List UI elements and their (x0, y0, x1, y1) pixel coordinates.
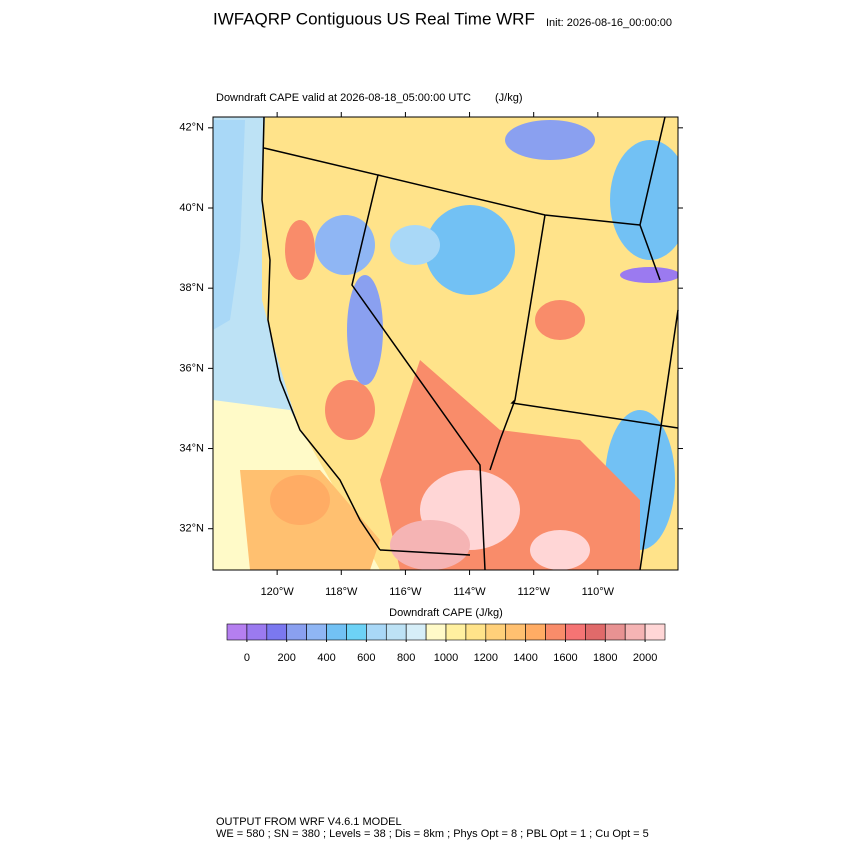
colorbar-tick-label: 1800 (593, 652, 617, 664)
x-tick-label: 120°W (261, 586, 295, 598)
colorbar-box (545, 623, 566, 641)
title: IWFAQRP Contiguous US Real Time WRF (213, 9, 535, 28)
x-tick-label: 118°W (325, 586, 358, 598)
y-tick-label: 40°N (179, 202, 204, 214)
colorbar-box (465, 623, 487, 641)
colorbar-title: Downdraft CAPE (J/kg) (389, 607, 503, 619)
colorbar-tick-label: 600 (357, 652, 375, 664)
colorbar-tick-label: 400 (317, 652, 335, 664)
colorbar-tick-label: 1200 (474, 652, 498, 664)
y-tick-label: 38°N (179, 282, 204, 294)
colorbar-box (525, 623, 546, 641)
state-borders (261, 116, 679, 571)
x-tick-label: 112°W (518, 586, 551, 598)
colorbar-box (366, 623, 387, 641)
colorbar-box (385, 623, 407, 641)
colorbar-box (226, 623, 248, 641)
y-tick-label: 32°N (179, 523, 204, 535)
x-tick-label: 114°W (453, 586, 486, 598)
colorbar-box (565, 623, 586, 641)
colorbar-box (405, 623, 427, 641)
subtitle: Downdraft CAPE valid at 2026-08-18_05:00… (216, 92, 471, 104)
x-tick-label: 116°W (389, 586, 422, 598)
colorbar-box (485, 623, 507, 641)
colorbar-box (286, 623, 307, 641)
units: (J/kg) (495, 92, 523, 104)
footer-line: WE = 580 ; SN = 380 ; Levels = 38 ; Dis … (216, 828, 649, 840)
colorbar-tick-label: 1400 (513, 652, 537, 664)
map-frame (212, 116, 679, 571)
map-field (213, 117, 678, 570)
colorbar-box (624, 623, 646, 641)
colorbar-box (585, 623, 606, 641)
y-tick-label: 42°N (179, 122, 204, 134)
init-label: Init: 2026-08-16_00:00:00 (546, 17, 672, 29)
colorbar-box (644, 623, 666, 641)
x-tick-label: 110°W (582, 586, 615, 598)
footer-line: OUTPUT FROM WRF V4.6.1 MODEL (216, 816, 402, 828)
colorbar-box (246, 623, 268, 641)
colorbar-box (306, 623, 327, 641)
colorbar-box (346, 623, 367, 641)
colorbar-box (425, 623, 447, 641)
colorbar-box (326, 623, 347, 641)
colorbar-tick-label: 800 (397, 652, 415, 664)
y-tick-label: 36°N (179, 362, 204, 374)
colorbar-tick-label: 200 (278, 652, 296, 664)
colorbar-tick-label: 2000 (633, 652, 657, 664)
colorbar-box (604, 623, 626, 641)
colorbar-tick-label: 0 (244, 652, 250, 664)
y-tick-label: 34°N (179, 442, 204, 454)
colorbar-tick-label: 1000 (434, 652, 458, 664)
colorbar-box (445, 623, 467, 641)
colorbar-box (505, 623, 526, 641)
colorbar-tick-label: 1600 (553, 652, 577, 664)
colorbar-box (266, 623, 288, 641)
